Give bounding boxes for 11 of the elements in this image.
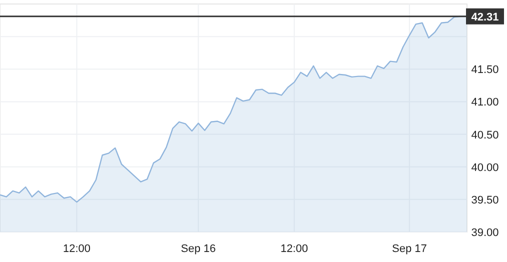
y-tick-label: 39.00 (471, 227, 499, 239)
y-tick-label: 40.50 (471, 129, 499, 142)
x-tick-label: 12:00 (280, 243, 308, 255)
ref-line-label: 42.31 (471, 11, 499, 24)
y-tick-label: 41.50 (471, 64, 499, 76)
y-tick-label: 39.50 (471, 194, 499, 206)
x-tick-label: Sep 17 (392, 243, 427, 255)
x-tick-label: Sep 16 (180, 243, 216, 255)
x-tick-label: 12:00 (63, 243, 91, 255)
y-tick-label: 40.00 (471, 162, 499, 174)
y-tick-label: 41.00 (471, 96, 499, 109)
